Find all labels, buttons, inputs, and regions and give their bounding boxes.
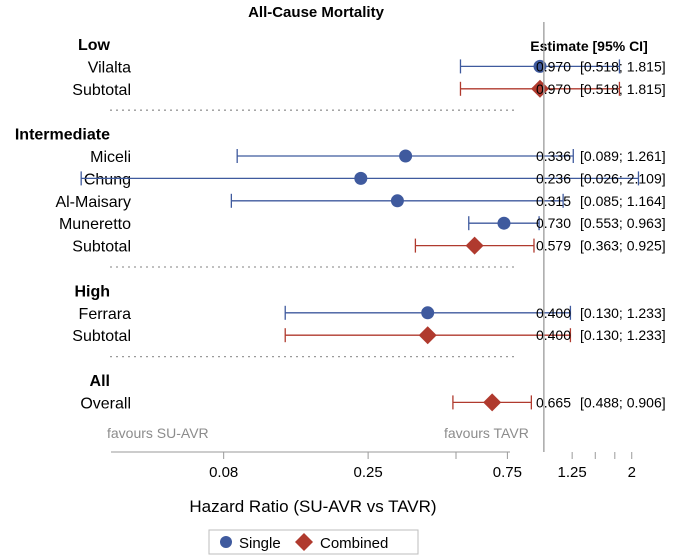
group-heading: Intermediate: [15, 127, 110, 144]
x-tick-label: 1.25: [558, 464, 587, 481]
point-circle: [390, 194, 404, 208]
favours-right-label: favours TAVR: [444, 425, 529, 441]
legend-single-marker: [220, 536, 232, 548]
estimate-value: 0.336: [536, 148, 571, 164]
legend-combined-label: Combined: [320, 535, 388, 552]
estimate-value: 0.665: [536, 394, 571, 410]
point-diamond: [465, 236, 484, 255]
estimate-header: Estimate [95% CI]: [530, 38, 647, 54]
estimate-ci: [0.488; 0.906]: [580, 394, 666, 410]
group-heading: All: [90, 373, 110, 390]
legend-combined-marker: [295, 533, 313, 551]
study-label: Muneretto: [59, 216, 131, 233]
estimate-value: 0.400: [536, 305, 571, 321]
estimate-ci: [0.089; 1.261]: [580, 148, 666, 164]
x-tick-label: 2: [628, 464, 636, 481]
rows-layer: Low Vilalta 0.970 [0.518; 1.815] Subtotal 0.9…: [15, 37, 666, 412]
estimate-ci: [0.026; 2.109]: [580, 170, 666, 186]
chart-title: All-Cause Mortality: [248, 4, 385, 21]
point-circle: [421, 306, 435, 320]
point-circle: [497, 216, 511, 230]
estimate-ci: [0.518; 1.815]: [580, 81, 666, 97]
x-axis-label: Hazard Ratio (SU-AVR vs TAVR): [189, 497, 436, 516]
point-diamond: [483, 393, 502, 412]
estimate-ci: [0.553; 0.963]: [580, 215, 666, 231]
estimate-value: 0.970: [536, 81, 571, 97]
study-label: Al-Maisary: [55, 194, 131, 211]
favours-left-label: favours SU-AVR: [107, 425, 209, 441]
group-heading: High: [74, 283, 110, 300]
estimate-ci: [0.085; 1.164]: [580, 193, 666, 209]
estimate-ci: [0.130; 1.233]: [580, 305, 666, 321]
subtotal-label: Overall: [80, 395, 131, 412]
subtotal-label: Subtotal: [72, 328, 131, 345]
legend-box: [208, 529, 419, 555]
estimate-value: 0.579: [536, 238, 571, 254]
study-label: Chung: [84, 171, 131, 188]
legend-single-label: Single: [239, 535, 281, 552]
group-heading: Low: [78, 37, 111, 54]
point-circle: [354, 171, 368, 185]
estimate-value: 0.400: [536, 327, 571, 343]
study-label: Ferrara: [79, 306, 132, 323]
x-axis-ticks: 0.08 0.25 0.75 1.25 2: [209, 452, 636, 481]
estimate-value: 0.236: [536, 170, 571, 186]
x-tick-label: 0.25: [354, 464, 383, 481]
point-diamond: [418, 326, 437, 345]
x-tick-label: 0.75: [493, 464, 522, 481]
study-label: Miceli: [90, 149, 131, 166]
subtotal-label: Subtotal: [72, 82, 131, 99]
legend: Single Combined: [208, 529, 419, 555]
x-tick-label: 0.08: [209, 464, 238, 481]
point-circle: [399, 149, 413, 163]
estimate-value: 0.970: [536, 58, 571, 74]
estimate-value: 0.730: [536, 215, 571, 231]
estimate-value: 0.315: [536, 193, 571, 209]
estimate-ci: [0.363; 0.925]: [580, 238, 666, 254]
study-label: Vilalta: [88, 59, 131, 76]
estimate-ci: [0.130; 1.233]: [580, 327, 666, 343]
estimate-ci: [0.518; 1.815]: [580, 58, 666, 74]
subtotal-label: Subtotal: [72, 239, 131, 256]
